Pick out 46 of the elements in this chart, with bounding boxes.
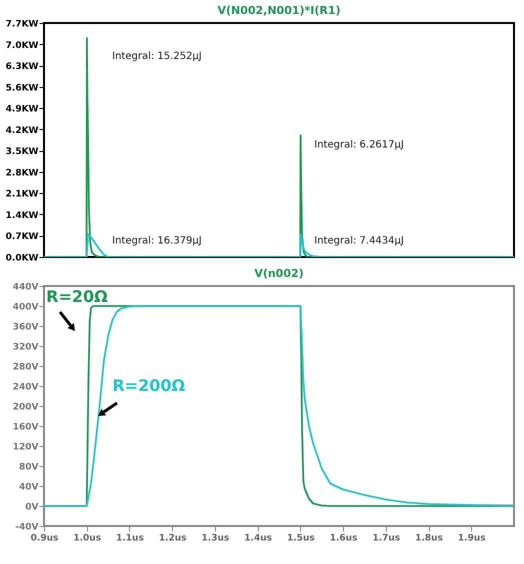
x-tick-label: 1.6us: [330, 534, 358, 544]
y-tick-label: 4.2KW: [6, 126, 39, 136]
y-tick-label: 1.4KW: [6, 210, 39, 221]
x-tick-label: 1.7us: [372, 534, 400, 544]
x-tick-label: 1.9us: [458, 534, 486, 544]
y-tick-label: 4.9KW: [6, 104, 39, 115]
annotation: Integral: 7.4434µJ: [314, 236, 404, 247]
annotation: Integral: 6.2617µJ: [314, 140, 404, 151]
y-tick-label: 7.0KW: [6, 40, 39, 51]
y-tick-label: 0.7KW: [6, 232, 39, 242]
y-tick-label: 0.0KW: [6, 254, 39, 264]
annotation: Integral: 15.252µJ: [112, 50, 202, 62]
y-tick-label: 120V: [12, 442, 39, 452]
line-series: [44, 305, 514, 507]
y-tick-label: 2.1KW: [6, 190, 39, 200]
y-tick-label: 6.3KW: [6, 62, 39, 72]
x-tick-label: 1.5us: [287, 534, 315, 544]
chart-title: V(n002): [254, 267, 304, 280]
x-tick-label: 1.3us: [202, 534, 230, 544]
y-tick-label: -40V: [15, 522, 39, 532]
y-tick-label: 400V: [12, 302, 39, 312]
y-tick-label: 3.5KW: [6, 147, 39, 158]
x-tick-label: 1.1us: [116, 534, 144, 544]
x-tick-label: 1.4us: [244, 534, 272, 544]
y-tick-label: 0V: [25, 502, 39, 512]
y-tick-label: 5.6KW: [6, 83, 39, 94]
series-label: R=200Ω: [112, 376, 186, 395]
y-tick-label: 360V: [12, 322, 39, 332]
line-series: [44, 233, 514, 257]
chart-title: V(N002,N001)*I(R1): [217, 4, 341, 17]
annotation: Integral: 16.379µJ: [112, 236, 202, 247]
x-tick-label: 1.8us: [415, 534, 443, 544]
y-tick-label: 440V: [12, 282, 39, 292]
y-tick-label: 160V: [12, 422, 39, 432]
y-tick-label: 40V: [19, 482, 39, 492]
y-tick-label: 7.7KW: [6, 20, 39, 30]
series-label: R=20Ω: [46, 287, 108, 306]
y-tick-label: 280V: [12, 362, 39, 372]
y-tick-label: 2.8KW: [6, 168, 39, 178]
x-tick-label: 0.9us: [30, 534, 58, 544]
y-tick-label: 200V: [12, 402, 39, 412]
y-tick-label: 240V: [12, 382, 39, 392]
y-tick-label: 80V: [19, 462, 39, 472]
x-tick-label: 1.0us: [73, 534, 102, 544]
x-tick-label: 1.2us: [158, 534, 187, 544]
y-tick-label: 320V: [12, 342, 39, 352]
